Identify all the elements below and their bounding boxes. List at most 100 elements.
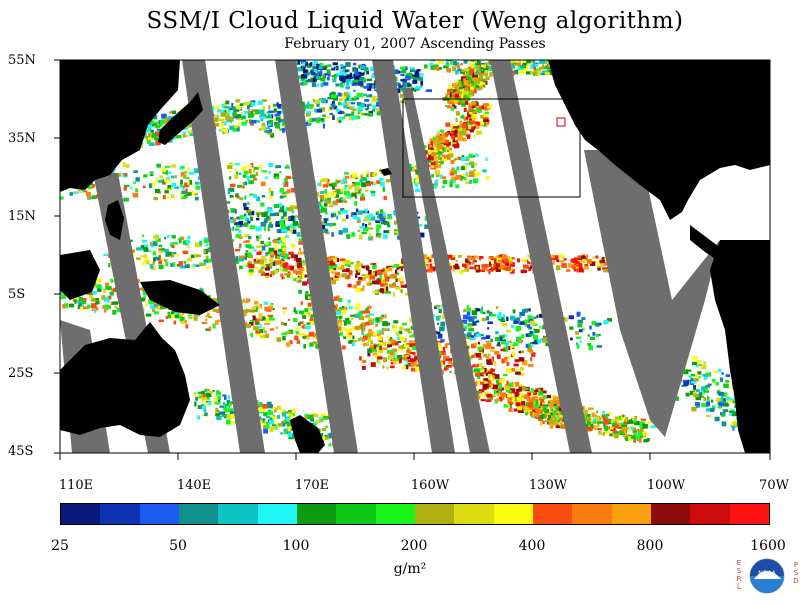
cloud-pixel [455,260,458,263]
cloud-pixel [530,400,534,405]
cloud-pixel [152,308,156,313]
cloud-pixel [338,119,342,123]
cloud-pixel [534,390,539,393]
cloud-pixel [693,394,699,398]
cloud-pixel [470,66,475,70]
cloud-pixel [603,418,610,423]
cloud-pixel [524,394,530,399]
cloud-pixel [368,213,374,218]
cloud-pixel [695,396,701,401]
cloud-pixel [585,413,591,417]
cloud-pixel [544,420,551,423]
cloud-pixel [260,116,267,119]
cloud-pixel [361,331,364,335]
cloud-pixel [469,60,472,64]
cloud-pixel [341,310,346,315]
cloud-pixel [512,67,516,70]
cloud-pixel [436,141,441,146]
cloud-pixel [518,395,521,399]
cloud-pixel [261,265,265,270]
cloud-pixel [484,56,487,59]
cloud-pixel [498,384,502,390]
cloud-pixel [486,104,492,109]
cloud-pixel [530,388,534,391]
cloud-pixel [458,175,464,180]
cloud-pixel [431,164,435,169]
cloud-pixel [244,252,248,256]
cloud-pixel [237,114,242,118]
cloud-pixel [531,352,536,357]
cloud-pixel [527,364,534,367]
cloud-pixel [77,305,81,310]
cloud-pixel [241,121,247,125]
cloud-pixel [481,70,485,74]
cloud-pixel [717,406,723,409]
cloud-pixel [288,217,292,220]
cloud-pixel [242,174,247,178]
cloud-pixel [309,318,314,322]
cloud-pixel [97,288,102,293]
cloud-pixel [430,147,434,151]
cloud-pixel [337,92,342,97]
cloud-pixel [361,365,366,370]
cloud-pixel [170,311,176,315]
cloud-pixel [521,360,528,366]
cloud-pixel [544,72,547,75]
cloud-pixel [264,218,268,223]
cloud-pixel [732,427,735,431]
cloud-pixel [505,341,510,347]
cloud-pixel [384,278,390,282]
cloud-pixel [430,263,433,269]
cloud-pixel [539,314,544,318]
cloud-pixel [328,183,335,187]
cloud-pixel [394,212,397,217]
cloud-pixel [333,259,338,263]
cloud-pixel [349,332,353,336]
cloud-pixel [506,346,511,351]
cloud-pixel [339,197,343,203]
cloud-pixel [491,314,497,317]
cloud-pixel [457,135,463,139]
cloud-pixel [351,97,356,101]
cloud-pixel [294,254,298,259]
cloud-pixel [467,76,473,82]
cloud-pixel [707,396,710,402]
cloud-pixel [483,353,488,358]
cloud-pixel [513,408,519,412]
cloud-pixel [485,372,489,376]
cloud-pixel [430,138,435,142]
cloud-pixel [701,403,707,407]
cloud-pixel [449,265,453,270]
cloud-pixel [349,106,353,110]
cloud-pixel [212,114,218,119]
cloud-pixel [468,102,472,106]
cloud-pixel [182,185,185,190]
cloud-pixel [539,54,545,57]
cloud-pixel [559,415,564,419]
cloud-pixel [650,425,657,428]
cloud-pixel [298,241,304,245]
cloud-pixel [603,425,609,430]
cloud-pixel [458,131,461,135]
cloud-pixel [464,87,469,92]
cloud-pixel [468,60,475,62]
cloud-pixel [411,358,417,362]
cloud-pixel [407,363,411,366]
cloud-pixel [171,182,177,188]
cloud-pixel [589,325,592,330]
cloud-pixel [223,103,227,108]
cloud-pixel [282,247,286,252]
cloud-pixel [247,105,250,110]
cloud-pixel [613,433,619,439]
cloud-pixel [598,432,603,436]
cloud-pixel [499,335,505,339]
cloud-pixel [229,411,236,415]
cloud-pixel [616,418,619,422]
cloud-pixel [496,390,499,394]
cloud-pixel [143,247,149,252]
cloud-pixel [449,173,455,176]
cloud-pixel [258,245,264,248]
cloud-pixel [489,72,493,77]
cloud-pixel [450,135,455,140]
cloud-pixel [675,396,680,401]
